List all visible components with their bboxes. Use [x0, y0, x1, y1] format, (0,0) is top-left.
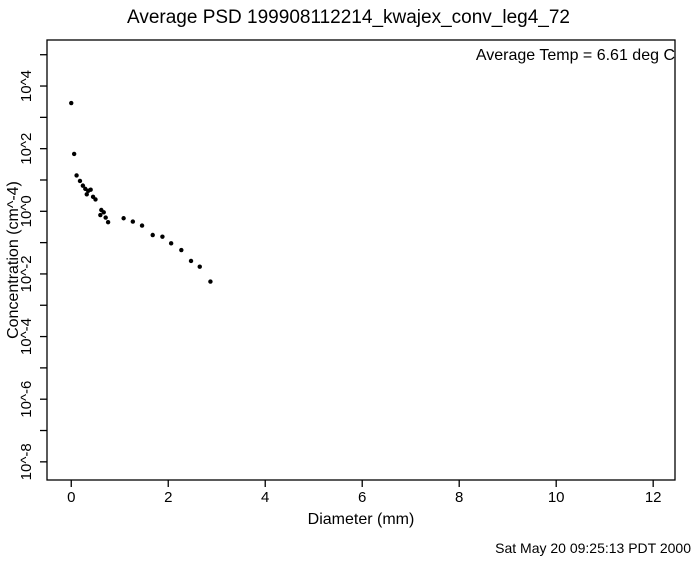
data-point [101, 210, 106, 215]
avg-temp-annotation: Average Temp = 6.61 deg C [475, 47, 675, 64]
x-tick-label: 0 [67, 489, 75, 506]
data-point [98, 212, 103, 218]
data-point [105, 219, 111, 225]
y-tick-label: 10^-4 [18, 318, 35, 355]
data-point [150, 232, 155, 238]
data-point [168, 241, 174, 246]
chart-title: Average PSD 199908112214_kwajex_conv_leg… [127, 7, 570, 28]
x-tick-label: 8 [455, 489, 463, 506]
data-point [77, 178, 83, 184]
y-tick-label: 10^0 [18, 195, 35, 227]
x-tick-label: 12 [645, 489, 662, 506]
data-point [103, 215, 108, 220]
data-point [188, 258, 194, 264]
data-point [160, 234, 165, 239]
plot-border [46, 39, 676, 481]
data-point [139, 223, 145, 228]
y-tick-label: 10^-8 [18, 443, 35, 480]
data-point [80, 183, 86, 188]
x-tick-label: 10 [548, 489, 565, 506]
y-tick-label: 10^4 [18, 70, 35, 102]
x-axis-label: Diameter (mm) [307, 511, 415, 528]
data-point [208, 279, 213, 284]
data-point [74, 173, 79, 178]
y-tick-label: 10^-6 [18, 381, 35, 418]
data-point [130, 219, 136, 224]
data-point [121, 216, 126, 221]
y-tick-label: 10^-2 [18, 255, 35, 292]
data-point [179, 247, 184, 253]
data-point [69, 100, 74, 106]
data-point [88, 187, 93, 192]
data-point [93, 197, 98, 202]
x-tick-label: 2 [164, 489, 172, 506]
data-point [197, 264, 202, 269]
data-point [71, 151, 77, 157]
y-tick-label: 10^2 [18, 133, 35, 165]
x-tick-label: 4 [261, 489, 269, 506]
data-point [84, 192, 89, 197]
timestamp: Sat May 20 09:25:13 PDT 2000 [495, 540, 691, 556]
y-axis-label: Concentration (cm^-4) [5, 181, 22, 339]
x-tick-label: 6 [358, 489, 366, 506]
